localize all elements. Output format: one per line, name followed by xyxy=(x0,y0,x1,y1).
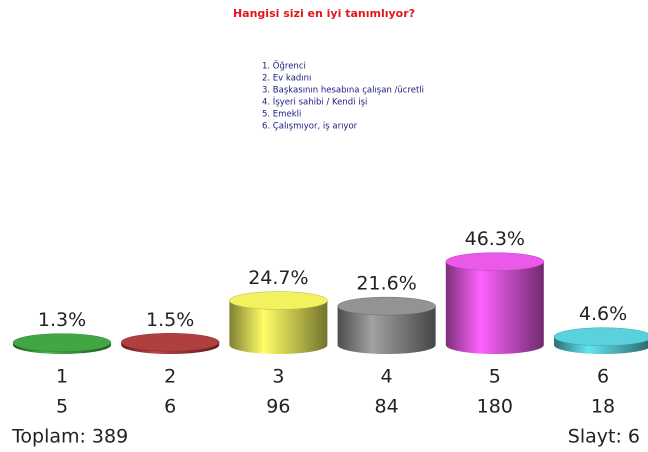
option-item: 1. Öğrenci xyxy=(262,61,306,72)
value-label: 1.3% xyxy=(38,309,86,331)
value-label: 1.5% xyxy=(146,309,194,331)
value-label: 46.3% xyxy=(465,228,525,250)
count-label: 180 xyxy=(477,396,513,418)
option-item: 5. Emekli xyxy=(262,110,301,120)
cylinder-body xyxy=(229,300,328,354)
cylinder-top xyxy=(553,327,648,346)
count-label: 84 xyxy=(375,396,399,418)
cylinder-top xyxy=(445,252,545,271)
slide-label: Slayt: 6 xyxy=(568,426,640,448)
count-label: 6 xyxy=(164,396,176,418)
cylinder-body xyxy=(445,261,544,354)
total-label: Toplam: 389 xyxy=(11,426,128,448)
category-label: 2 xyxy=(164,366,176,388)
option-item: 3. Başkasının hesabına çalışan /ücretli xyxy=(262,86,424,96)
option-item: 2. Ev kadını xyxy=(262,74,311,84)
category-label: 4 xyxy=(381,366,393,388)
count-label: 5 xyxy=(56,396,68,418)
cylinder-top xyxy=(229,291,328,310)
category-label: 3 xyxy=(272,366,284,388)
option-item: 4. İşyeri sahibi / Kendi işi xyxy=(262,97,367,108)
cylinder-top xyxy=(12,333,112,352)
value-label: 21.6% xyxy=(356,273,416,295)
option-item: 6. Çalışmıyor, iş arıyor xyxy=(262,122,358,132)
chart-title: Hangisi sizi en iyi tanımlıyor? xyxy=(233,7,415,20)
category-label: 6 xyxy=(597,366,609,388)
cylinder-top xyxy=(337,296,436,316)
count-label: 96 xyxy=(266,396,290,418)
value-label: 4.6% xyxy=(579,303,627,325)
value-label: 24.7% xyxy=(248,267,308,289)
cylinder-top xyxy=(120,333,220,352)
count-label: 18 xyxy=(591,396,615,418)
category-label: 5 xyxy=(489,366,501,388)
cylinder-body xyxy=(337,306,436,354)
category-label: 1 xyxy=(56,366,68,388)
